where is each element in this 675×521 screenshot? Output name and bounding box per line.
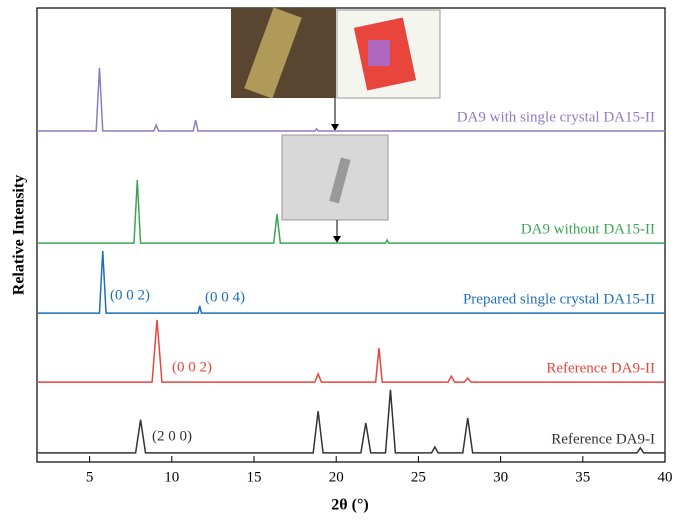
peak-annotation: (2 0 0) — [152, 428, 192, 444]
x-tick-label: 10 — [164, 469, 179, 485]
series-label: DA9 with single crystal DA15-II — [457, 109, 655, 125]
series-label: Prepared single crystal DA15-II — [463, 292, 655, 308]
x-tick-label: 30 — [493, 469, 508, 485]
y-axis-label: Relative Intensity — [11, 175, 28, 295]
inset-images — [231, 7, 440, 243]
peak-annotation: (0 0 4) — [205, 289, 245, 305]
x-axis-label: 2θ (°) — [331, 497, 368, 514]
x-tick-label: 40 — [658, 469, 673, 485]
x-tick-label: 5 — [86, 469, 94, 485]
series-label: Reference DA9-II — [546, 361, 655, 377]
series-label: Reference DA9-I — [551, 431, 655, 447]
x-tick-label: 20 — [329, 469, 344, 485]
chart: 2θ (°) Relative Intensity 5 10 15 20 25 30 35 4… — [0, 0, 675, 521]
x-tick-label: 15 — [247, 469, 262, 485]
peak-annotation: (0 0 2) — [172, 359, 212, 375]
x-tick-label: 35 — [575, 469, 590, 485]
x-tick-label: 25 — [411, 469, 426, 485]
peak-annotation: (0 0 2) — [110, 287, 150, 303]
inset-model-cell — [368, 40, 390, 66]
series-label: DA9 without DA15-II — [521, 222, 655, 238]
arrow-head — [331, 124, 339, 131]
inset-micrograph — [282, 135, 388, 220]
arrow-head — [333, 236, 341, 243]
